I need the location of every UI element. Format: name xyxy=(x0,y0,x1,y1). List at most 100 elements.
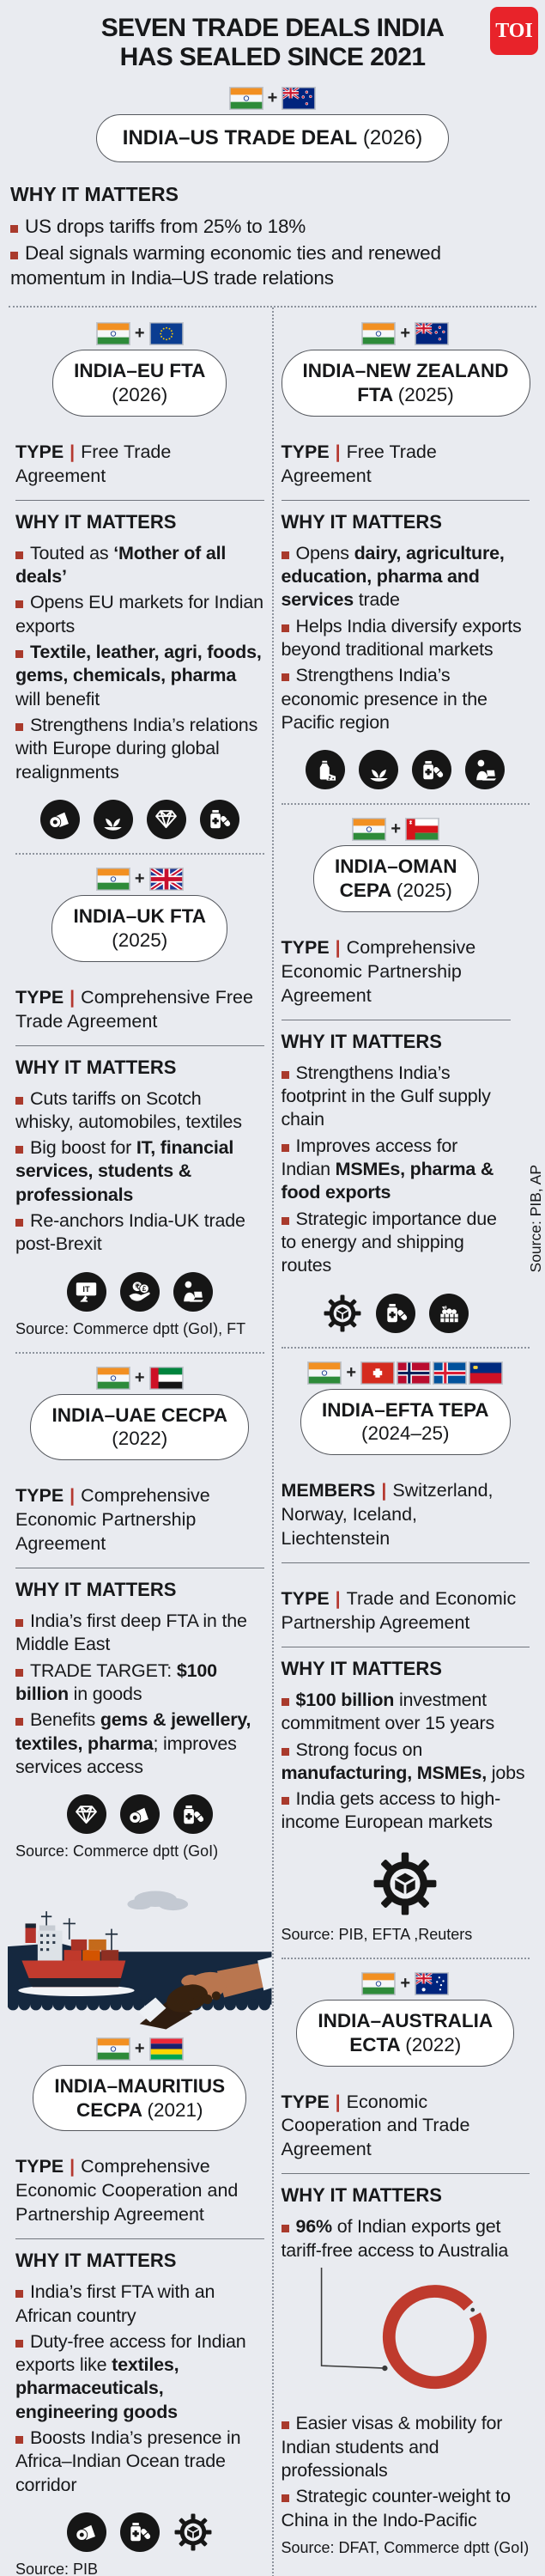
bullet-square-icon xyxy=(281,2421,289,2430)
bullet-square-icon xyxy=(281,1143,289,1152)
bullet-item: Re-anchors India-UK trade post-Brexit xyxy=(15,1209,264,1257)
type-label: TYPE xyxy=(15,442,64,462)
deal-flags: + xyxy=(15,2037,264,2060)
type-label: TYPE xyxy=(281,2091,330,2112)
plus-sign: + xyxy=(134,2038,145,2058)
text-segment: 96% xyxy=(295,2216,333,2238)
text-segment: MSMEs, pharma & food exports xyxy=(281,1159,494,1203)
textile-icon xyxy=(119,1794,160,1835)
type-value: Free Trade Agreement xyxy=(15,442,172,486)
text-segment: INDIA–UAE CECPA xyxy=(51,1404,228,1426)
type-label: TYPE xyxy=(15,986,64,1008)
deal-flags: + xyxy=(15,323,264,345)
right-column: + INDIA–NEW ZEALAND FTA (2025) TYPE | Free… xyxy=(274,308,544,2576)
left-column: + INDIA–EU FTA (2026) TYPE | Free Trade Ag… xyxy=(8,308,272,2576)
text-segment: ‘Mother of all deals’ xyxy=(15,542,227,588)
deal-flags: + xyxy=(282,1361,530,1384)
deal-title-pill: INDIA–EFTA TEPA (2024–25) xyxy=(300,1388,511,1456)
bullet-square-icon xyxy=(15,1619,23,1628)
pharma-icon xyxy=(173,1794,213,1835)
india-flag xyxy=(96,1367,130,1389)
section-divider xyxy=(9,306,536,308)
separator-bar: | xyxy=(381,1480,387,1501)
deal-title-pill: INDIA–MAURITIUS CECPA (2021) xyxy=(33,2064,247,2132)
source-text: Source: Commerce dptt (GoI), FT xyxy=(15,1319,246,1337)
section-divider xyxy=(281,803,530,806)
deal-title-pill: INDIA–UK FTA (2025) xyxy=(51,894,228,962)
text-segment: (2026) xyxy=(357,125,423,149)
separator-bar: | xyxy=(335,937,341,959)
members-value: Switzerland, Norway, Iceland, Liechtenst… xyxy=(281,1480,494,1550)
plus-sign: + xyxy=(400,324,411,344)
deal-india-us: + INDIA–US TRADE DEAL (2026) WHY IT MATT… xyxy=(0,72,545,290)
mauritius-flag xyxy=(149,2037,183,2060)
text-segment: Touted as xyxy=(30,542,114,563)
text-segment: Strengthens India’s economic presence in… xyxy=(281,665,487,733)
norway-flag xyxy=(397,1361,431,1384)
section-divider xyxy=(281,1346,530,1349)
deal-card-uk: + INDIA–UK FTA (2025) TYPE | Comprehensive… xyxy=(15,868,264,1338)
bullet-item: Strategic counter-weight to China in the… xyxy=(281,2485,530,2532)
text-segment: (2022) xyxy=(112,1428,168,1450)
bullet-item: Cuts tariffs on Scotch whisky, automobil… xyxy=(15,1087,264,1135)
deal-card-australia: + INDIA–AUSTRALIA ECTA (2022) TYPE | Econo… xyxy=(281,1972,530,2557)
crate-icon xyxy=(429,1293,469,1333)
text-segment: Benefits xyxy=(30,1709,100,1731)
separator-bar: | xyxy=(335,442,341,462)
deal-flags: + xyxy=(282,323,530,345)
deal-type: TYPE | Comprehensive Economic Partnership … xyxy=(282,936,512,1008)
type-label: TYPE xyxy=(281,442,330,462)
india-flag xyxy=(96,868,130,890)
text-segment: $100 billion xyxy=(15,1659,217,1705)
plus-sign: + xyxy=(134,324,145,344)
deal-icons xyxy=(282,1850,530,1917)
gear-cube-icon xyxy=(372,1850,439,1917)
deal-bullets: India’s first FTA with an African countr… xyxy=(15,2281,264,2497)
deal-title-line1: INDIA–EFTA TEPA xyxy=(322,1398,489,1422)
plus-sign: + xyxy=(134,868,145,888)
thin-divider xyxy=(281,1562,530,1564)
deal-title-line1: INDIA–EU FTA xyxy=(74,359,205,383)
text-segment: jobs xyxy=(487,1762,525,1783)
type-label: TYPE xyxy=(15,1485,64,1507)
bullet-item: Strengthens India’s footprint in the Gul… xyxy=(281,1062,512,1132)
plus-sign: + xyxy=(391,819,402,839)
why-it-matters-heading: WHY IT MATTERS xyxy=(281,1030,442,1052)
text-segment: Cuts tariffs on Scotch whisky, automobil… xyxy=(15,1087,242,1132)
text-segment: gems & jewellery, textiles, pharma xyxy=(15,1709,251,1754)
why-it-matters-heading: WHY IT MATTERS xyxy=(15,1056,177,1078)
text-segment: Duty-free access for Indian exports like xyxy=(15,2330,246,2376)
gear-cube-icon xyxy=(323,1294,362,1333)
text-segment: India’s first FTA with an African countr… xyxy=(15,2281,215,2326)
deal-card-efta: + INDIA–EFTA TEPA (2024–25) MEMBERS | Swit… xyxy=(281,1361,530,1944)
diamond-icon xyxy=(66,1794,106,1835)
bullet-item: India’s first FTA with an African countr… xyxy=(15,2281,264,2328)
section-divider xyxy=(15,852,264,855)
text-segment: ; improves services access xyxy=(15,1733,237,1777)
text-segment: INDIA–EU FTA xyxy=(74,360,206,382)
deal-type: TYPE | Comprehensive Free Trade Agreement xyxy=(15,986,264,1034)
bullet-item: Duty-free access for Indian exports like… xyxy=(15,2330,264,2424)
deal-title-line1: INDIA–AUSTRALIA xyxy=(318,2009,493,2033)
text-segment: INDIA–NEW ZEALAND xyxy=(302,360,509,382)
text-segment: Improves access for Indian xyxy=(281,1135,458,1180)
deal-card-oman: + INDIA–OMAN CEPA (2025) TYPE | Comprehens… xyxy=(281,819,544,1333)
bullet-item: TRADE TARGET: $100 billion in goods xyxy=(15,1659,264,1707)
two-column-area: + INDIA–EU FTA (2026) TYPE | Free Trade Ag… xyxy=(0,308,545,2576)
currency-hand-icon xyxy=(119,1271,160,1312)
text-segment: of Indian exports get tariff-free access… xyxy=(281,2216,509,2261)
text-segment: Textile, leather, agri, foods, gems, che… xyxy=(15,642,262,686)
type-label: TYPE xyxy=(281,1588,330,1610)
thin-divider xyxy=(15,2238,264,2240)
deal-title-line1: INDIA–UAE CECPA xyxy=(51,1404,227,1428)
bullet-square-icon xyxy=(15,551,23,559)
text-segment: India gets access to high-income Europea… xyxy=(281,1788,501,1833)
iceland-flag xyxy=(433,1361,467,1384)
new-zealand-flag xyxy=(282,87,316,109)
type-value: Trade and Economic Partnership Agreement xyxy=(281,1588,517,1634)
india-flag xyxy=(229,87,263,109)
pharma-icon xyxy=(376,1293,416,1333)
deal-icons xyxy=(15,2512,264,2552)
text-segment: textiles, pharmaceuticals, engineering g… xyxy=(15,2354,179,2422)
